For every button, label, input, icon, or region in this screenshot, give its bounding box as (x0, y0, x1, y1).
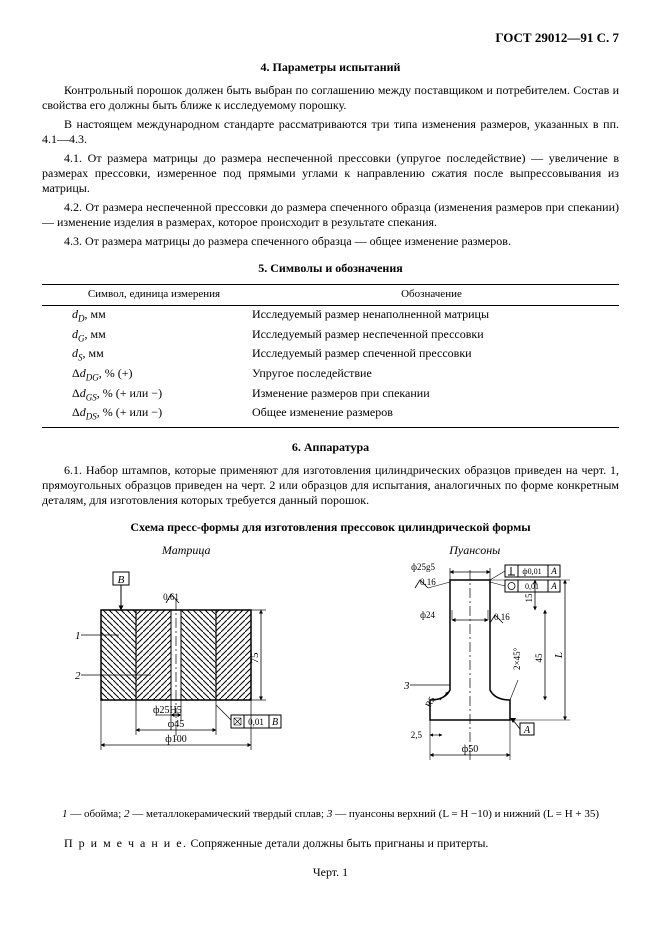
svg-text:2: 2 (75, 670, 81, 682)
svg-text:ф45: ф45 (168, 719, 184, 730)
table-row: dS, мм Исследуемый размер спеченной прес… (42, 345, 619, 365)
para-4-1: 4.1. От размера матрицы до размера неспе… (42, 151, 619, 196)
svg-text:ф0,01: ф0,01 (522, 567, 541, 576)
section6-title: 6. Аппаратура (42, 440, 619, 455)
svg-text:15: 15 (524, 593, 534, 603)
svg-text:A: A (523, 725, 531, 736)
figure-title: Схема пресс-формы для изготовления пресс… (42, 520, 619, 535)
svg-text:ф25g5: ф25g5 (411, 562, 435, 572)
figure-number: Черт. 1 (42, 865, 619, 880)
figure-punch: Пуансоны ф25g5 ф0,01 A (360, 543, 590, 790)
svg-text:1: 1 (75, 630, 81, 642)
section4-title: 4. Параметры испытаний (42, 60, 619, 75)
svg-text:B: B (272, 717, 278, 728)
svg-text:A: A (550, 566, 557, 576)
para-6-1: 6.1. Набор штампов, которые применяют дл… (42, 463, 619, 508)
punch-svg: ф25g5 ф0,01 A 0,01 A 0.16 (360, 560, 590, 790)
label-matrix: Матрица (71, 543, 301, 558)
matrix-svg: B 0.61 1 2 75 ф25H5 ф45 (71, 560, 301, 790)
section5-title: 5. Символы и обозначения (42, 261, 619, 276)
table-row: ΔdGS, % (+ или −) Изменение размеров при… (42, 385, 619, 405)
svg-text:R5: R5 (423, 694, 437, 709)
table-row: dD, мм Исследуемый размер ненаполненной … (42, 306, 619, 326)
svg-text:3: 3 (403, 680, 410, 692)
th-symbol: Символ, единица измерения (42, 285, 244, 306)
symbols-table: Символ, единица измерения Обозначение dD… (42, 284, 619, 428)
para-4-intro2: В настоящем международном стандарте расс… (42, 117, 619, 147)
th-designation: Обозначение (244, 285, 619, 306)
para-4-intro1: Контрольный порошок должен быть выбран п… (42, 83, 619, 113)
table-row: dG, мм Исследуемый размер неспеченной пр… (42, 326, 619, 346)
svg-text:2×45°: 2×45° (512, 647, 522, 670)
svg-text:B: B (118, 574, 125, 586)
svg-text:ф25H5: ф25H5 (153, 705, 182, 716)
note: П р и м е ч а н и е. Сопряженные детали … (42, 836, 619, 851)
svg-text:ф24: ф24 (420, 610, 435, 620)
svg-text:ф50: ф50 (462, 744, 478, 755)
label-punch: Пуансоны (360, 543, 590, 558)
svg-text:0,01: 0,01 (248, 717, 264, 727)
para-4-2: 4.2. От размера неспеченной прессовки до… (42, 200, 619, 230)
figures-row: Матрица (42, 543, 619, 790)
svg-text:A: A (550, 581, 557, 591)
svg-text:ф100: ф100 (166, 734, 187, 745)
svg-text:75: 75 (249, 652, 261, 664)
para-4-3: 4.3. От размера матрицы до размера спече… (42, 234, 619, 249)
table-row: ΔdDG, % (+) Упругое последействие (42, 365, 619, 385)
svg-text:0,01: 0,01 (525, 582, 539, 591)
svg-text:45: 45 (534, 653, 544, 663)
figure-legend: 1 — обойма; 2 — металлокерамический твер… (42, 808, 619, 822)
figure-matrix: Матрица (71, 543, 301, 790)
svg-text:2,5: 2,5 (411, 730, 423, 740)
table-row: ΔdDS, % (+ или −) Общее изменение размер… (42, 404, 619, 427)
doc-header: ГОСТ 29012—91 С. 7 (42, 30, 619, 46)
svg-text:L: L (553, 652, 565, 659)
